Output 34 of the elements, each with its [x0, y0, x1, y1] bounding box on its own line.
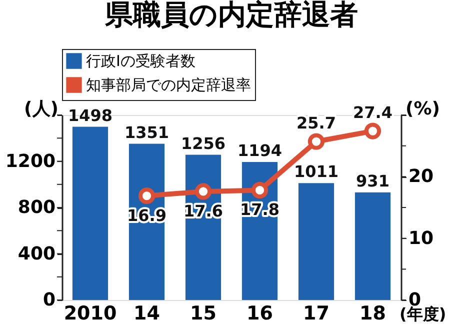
data-label: 1011 [294, 162, 339, 182]
point [194, 183, 212, 200]
data-label: 1256 [180, 134, 226, 153]
x-tick-label: 16 [246, 302, 273, 324]
legend-label: 行政Ⅰの受験者数 [86, 52, 196, 70]
point [308, 133, 325, 150]
x-tick-label: 18 [360, 302, 386, 324]
y-tick-label: 1200 [5, 150, 56, 172]
y2-tick-label: 20 [408, 166, 434, 188]
data-label: 1194 [237, 140, 282, 160]
data-label: 931 [356, 171, 390, 190]
x-tick-label: 2010 [64, 302, 117, 324]
x-tick-label: 17 [303, 302, 330, 324]
data-label: 27.4 [353, 103, 392, 122]
point [364, 122, 382, 140]
y2-tick-label: 10 [408, 228, 434, 249]
y-axis-title: (人) [24, 98, 58, 120]
x-tick-label: 14 [134, 302, 160, 324]
legend-label: 知事部局での内定辞退率 [86, 76, 251, 94]
data-label: 25.7 [296, 114, 336, 133]
bar [128, 144, 165, 300]
y2-axis-title: (%) [406, 98, 440, 120]
bar [354, 192, 391, 300]
y-tick-label: 800 [18, 197, 56, 218]
bar [298, 183, 334, 300]
point [251, 182, 268, 199]
point [138, 187, 156, 204]
y-tick-label: 400 [18, 243, 56, 264]
x-tick-label: 15 [190, 302, 216, 324]
chart-title: 県職員の内定辞退者 [104, 0, 358, 31]
data-label: 1351 [124, 122, 170, 142]
data-label: 1498 [68, 106, 113, 125]
y-tick-label: 0 [42, 290, 56, 310]
bar [72, 126, 108, 300]
